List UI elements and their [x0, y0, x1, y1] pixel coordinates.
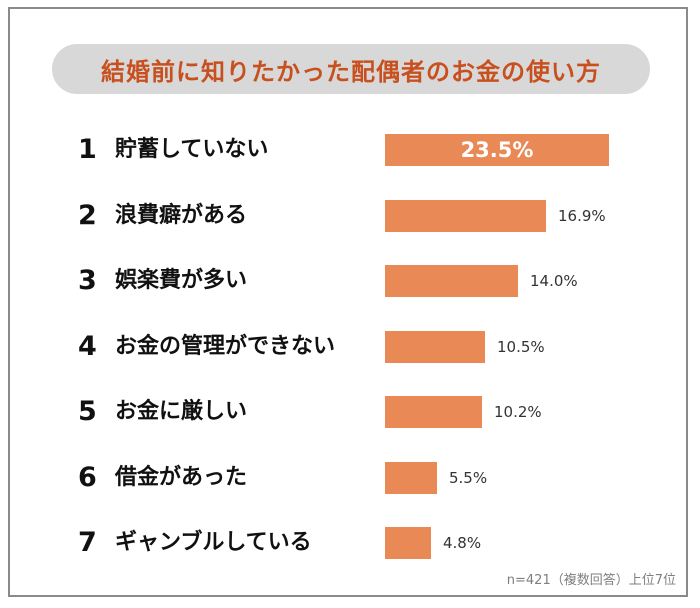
- chart-frame: [8, 7, 688, 597]
- value-label: 4.8%: [443, 534, 482, 552]
- value-label: 10.2%: [494, 403, 542, 421]
- rank-number: 7: [78, 527, 97, 558]
- value-label: 14.0%: [530, 272, 578, 290]
- bar: [385, 396, 482, 428]
- category-label: 浪費癖がある: [115, 202, 248, 228]
- chart-row: 2 浪費癖がある 16.9%: [0, 199, 700, 233]
- rank-number: 2: [78, 199, 97, 231]
- value-label: 23.5%: [460, 138, 534, 162]
- bar: [385, 265, 518, 297]
- sample-note: n=421（複数回答）上位7位: [506, 573, 676, 588]
- chart-row: 1 貯蓄していない 23.5%: [0, 133, 700, 167]
- bar: [385, 199, 546, 232]
- chart-row: 4 お金の管理ができない 10.5%: [0, 330, 700, 364]
- value-label: 10.5%: [497, 337, 545, 356]
- category-label: ギャンブルしている: [115, 530, 312, 555]
- category-label: 借金があった: [115, 464, 248, 490]
- chart-row: 3 娯楽費が多い 14.0%: [0, 264, 700, 298]
- category-label: 貯蓄していない: [115, 137, 269, 162]
- bar: [385, 461, 437, 494]
- chart-row: 6 借金があった 5.5%: [0, 461, 700, 495]
- rank-number: 6: [78, 461, 97, 493]
- chart-title: 結婚前に知りたかった配偶者のお金の使い方: [101, 57, 601, 86]
- rank-number: 5: [78, 396, 97, 427]
- rank-number: 4: [78, 330, 97, 362]
- rank-number: 1: [78, 134, 97, 165]
- bar: [385, 134, 609, 166]
- chart-row: 5 お金に厳しい 10.2%: [0, 395, 700, 429]
- value-label: 5.5%: [449, 468, 488, 487]
- category-label: お金の管理ができない: [115, 333, 336, 359]
- category-label: お金に厳しい: [115, 399, 248, 424]
- title-pill: 結婚前に知りたかった配偶者のお金の使い方: [52, 44, 650, 94]
- rank-number: 3: [78, 265, 97, 296]
- value-label: 16.9%: [558, 206, 606, 225]
- bar: [385, 527, 431, 559]
- category-label: 娯楽費が多い: [115, 268, 248, 293]
- bar: [385, 330, 485, 363]
- chart-row: 7 ギャンブルしている 4.8%: [0, 526, 700, 560]
